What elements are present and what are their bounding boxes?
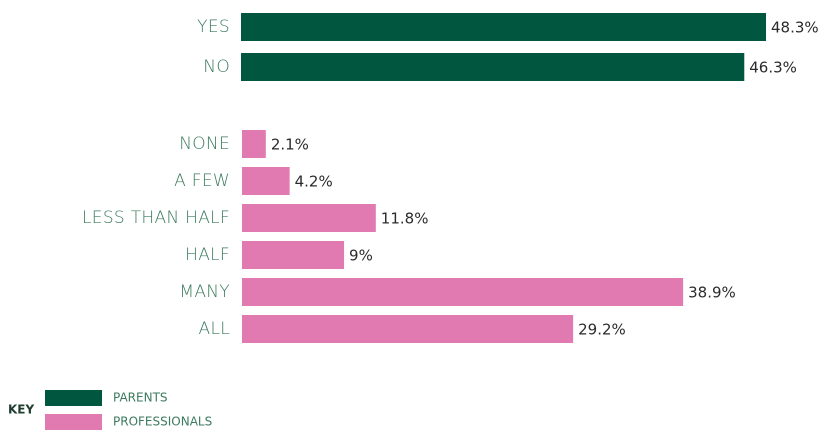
category-label: YES <box>197 17 230 37</box>
legend-label: PROFESSIONALS <box>113 415 212 429</box>
bar <box>242 130 266 158</box>
value-label: 48.3% <box>771 19 819 37</box>
value-label: 11.8% <box>381 210 429 228</box>
bar <box>242 167 290 195</box>
bar <box>242 278 684 306</box>
legend-title: KEY <box>8 403 34 417</box>
bar <box>241 13 767 41</box>
category-label: HALF <box>185 245 230 265</box>
category-label: NONE <box>179 134 230 154</box>
bar <box>242 241 345 269</box>
category-label: MANY <box>179 282 230 302</box>
value-label: 4.2% <box>295 173 333 191</box>
value-label: 9% <box>349 247 373 265</box>
legend-swatch <box>45 390 102 406</box>
value-label: 2.1% <box>271 136 309 154</box>
category-label: ALL <box>199 319 230 339</box>
value-label: 38.9% <box>688 284 736 302</box>
legend-label: PARENTS <box>113 391 168 405</box>
category-label: A FEW <box>174 171 230 191</box>
category-label: NO <box>203 57 230 77</box>
bar <box>242 204 376 232</box>
bar <box>241 53 745 81</box>
category-label: LESS THAN HALF <box>82 208 230 228</box>
bar <box>242 315 574 343</box>
value-label: 29.2% <box>578 321 626 339</box>
value-label: 46.3% <box>749 59 797 77</box>
legend-swatch <box>45 414 102 430</box>
